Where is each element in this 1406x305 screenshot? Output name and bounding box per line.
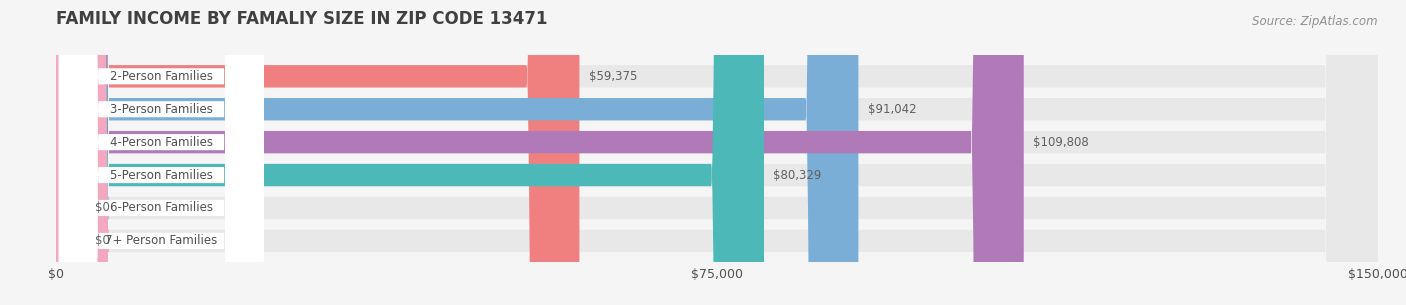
FancyBboxPatch shape bbox=[56, 0, 579, 305]
Text: $80,329: $80,329 bbox=[773, 169, 821, 181]
FancyBboxPatch shape bbox=[59, 0, 264, 305]
FancyBboxPatch shape bbox=[56, 0, 763, 305]
FancyBboxPatch shape bbox=[56, 0, 1378, 305]
FancyBboxPatch shape bbox=[59, 0, 264, 305]
FancyBboxPatch shape bbox=[56, 0, 859, 305]
FancyBboxPatch shape bbox=[59, 0, 264, 305]
FancyBboxPatch shape bbox=[56, 0, 1024, 305]
Text: $109,808: $109,808 bbox=[1033, 136, 1088, 149]
FancyBboxPatch shape bbox=[32, 0, 110, 305]
FancyBboxPatch shape bbox=[56, 0, 1378, 305]
FancyBboxPatch shape bbox=[56, 0, 1378, 305]
Text: Source: ZipAtlas.com: Source: ZipAtlas.com bbox=[1253, 15, 1378, 28]
Text: 2-Person Families: 2-Person Families bbox=[110, 70, 212, 83]
Text: FAMILY INCOME BY FAMALIY SIZE IN ZIP CODE 13471: FAMILY INCOME BY FAMALIY SIZE IN ZIP COD… bbox=[56, 10, 548, 28]
Text: 5-Person Families: 5-Person Families bbox=[110, 169, 212, 181]
Text: 6-Person Families: 6-Person Families bbox=[110, 202, 212, 214]
FancyBboxPatch shape bbox=[59, 0, 264, 305]
Text: $59,375: $59,375 bbox=[589, 70, 637, 83]
Text: $91,042: $91,042 bbox=[868, 103, 917, 116]
FancyBboxPatch shape bbox=[59, 0, 264, 305]
Text: $0: $0 bbox=[94, 235, 110, 247]
FancyBboxPatch shape bbox=[56, 0, 1378, 305]
FancyBboxPatch shape bbox=[32, 0, 110, 305]
FancyBboxPatch shape bbox=[56, 0, 1378, 305]
FancyBboxPatch shape bbox=[56, 0, 1378, 305]
Text: $0: $0 bbox=[94, 202, 110, 214]
Text: 7+ Person Families: 7+ Person Families bbox=[105, 235, 218, 247]
Text: 3-Person Families: 3-Person Families bbox=[110, 103, 212, 116]
Text: 4-Person Families: 4-Person Families bbox=[110, 136, 212, 149]
FancyBboxPatch shape bbox=[59, 0, 264, 305]
